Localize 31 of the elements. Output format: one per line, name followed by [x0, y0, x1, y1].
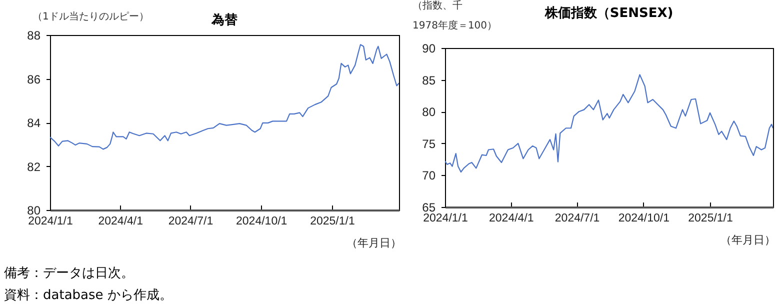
text: 資料：database から作成。	[4, 287, 172, 305]
x-tick-label: 2025/1/1	[310, 216, 355, 228]
y-axis-title: （1ドル当たりのルピー）	[32, 10, 149, 22]
y-tick-label: 82	[27, 160, 41, 174]
y-axis-title: （指数、千 1978年度＝100）	[412, 0, 498, 32]
chart-title: 為替	[210, 13, 238, 28]
x-tick-label: 2024/7/1	[554, 212, 600, 224]
line-series	[50, 44, 399, 150]
y-tick-label: 90	[422, 42, 436, 56]
y-tick-label: 65	[422, 200, 436, 214]
x-tick-label: 2024/7/1	[168, 216, 214, 228]
x-tick-label: 2024/10/1	[618, 212, 670, 224]
x-tick-label: 2024/1/1	[28, 216, 73, 228]
y-tick-label: 85	[422, 73, 436, 88]
x-tick-label: 2024/4/1	[489, 212, 534, 224]
y-tick-label: 80	[422, 105, 436, 120]
y-tick-label: 86	[27, 72, 41, 86]
x-tick-label: 2024/1/1	[423, 212, 468, 224]
y-tick-label: 84	[27, 116, 41, 130]
x-tick-label: 2024/10/1	[236, 216, 288, 228]
text: 備考：データは日次。	[4, 265, 135, 283]
y-tick-label: 75	[422, 136, 436, 151]
x-axis-title: （年月日）	[346, 236, 402, 250]
x-tick-label: 2024/4/1	[98, 216, 143, 228]
x-axis-title: （年月日）	[720, 234, 776, 246]
y-tick-label: 70	[422, 168, 436, 183]
x-tick-label: 2025/1/1	[688, 212, 733, 224]
line-series	[445, 74, 773, 173]
y-tick-label: 88	[27, 28, 41, 42]
y-tick-label: 80	[27, 204, 41, 218]
chart-title: 株価指数（SENSEX)	[544, 6, 674, 21]
